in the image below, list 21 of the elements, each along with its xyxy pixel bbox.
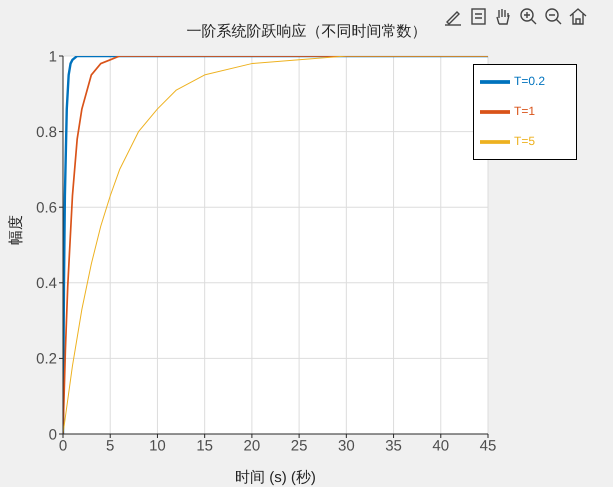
chart-title: 一阶系统阶跃响应（不同时间常数） — [186, 22, 428, 41]
x-tick-label: 35 — [385, 438, 402, 455]
x-tick-label: 25 — [290, 438, 308, 455]
y-tick-label: 0.8 — [36, 124, 57, 141]
x-tick-label: 10 — [149, 438, 166, 455]
y-tick-label: 0 — [48, 426, 57, 444]
x-tick-label: 5 — [106, 438, 114, 455]
x-tick-label: 30 — [338, 438, 355, 455]
y-axis-title: 幅度 — [7, 215, 24, 245]
x-tick-label: 45 — [480, 438, 496, 455]
x-axis-title: 时间 (s) (秒) — [235, 469, 316, 486]
legend-label: T=5 — [514, 134, 536, 148]
legend-label: T=0.2 — [514, 74, 546, 88]
legend-label: T=1 — [514, 104, 536, 118]
x-tick-label: 40 — [432, 438, 450, 455]
y-tick-label: 1 — [48, 48, 57, 66]
y-tick-label: 0.4 — [36, 275, 57, 292]
x-tick-label: 20 — [244, 438, 260, 455]
y-tick-label: 0.2 — [36, 350, 57, 368]
y-tick-label: 0.6 — [36, 200, 57, 217]
x-tick-label: 15 — [196, 438, 214, 455]
